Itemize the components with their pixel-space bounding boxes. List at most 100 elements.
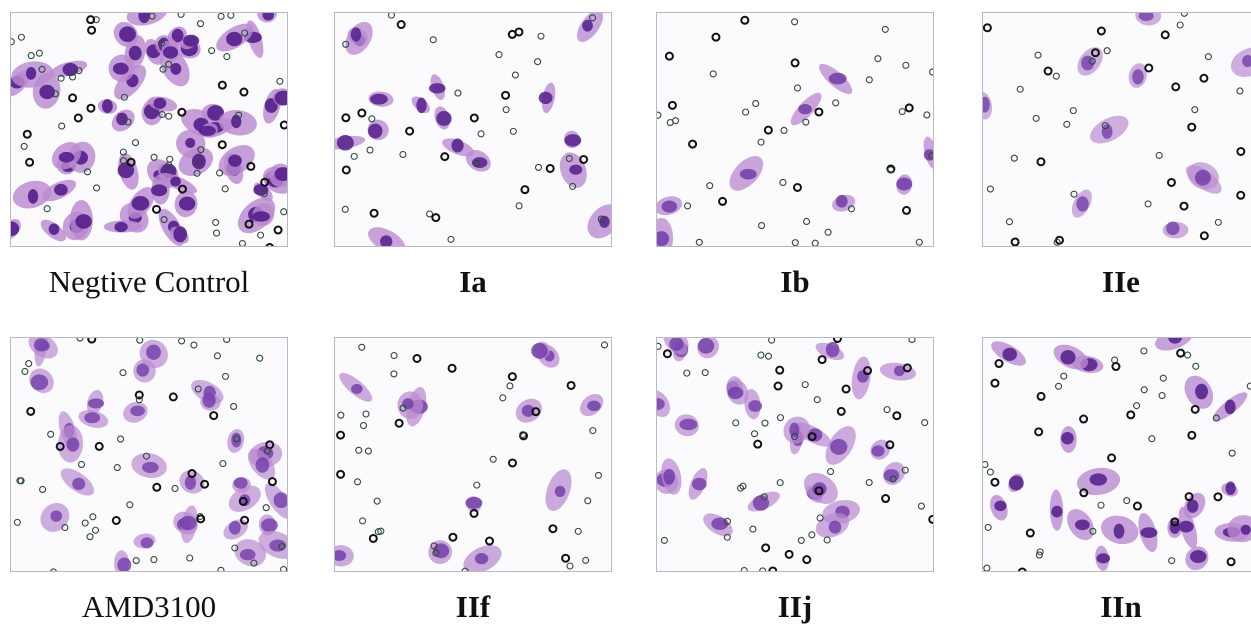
membrane-pore bbox=[262, 504, 270, 512]
cell-nucleus bbox=[1081, 55, 1095, 71]
membrane-pore bbox=[187, 469, 197, 479]
cell-nucleus bbox=[178, 196, 196, 211]
cell-nucleus bbox=[657, 398, 665, 411]
membrane-pore bbox=[1016, 85, 1024, 93]
micrograph bbox=[982, 12, 1251, 247]
membrane-pore bbox=[217, 140, 227, 150]
micrograph-drawing bbox=[335, 341, 609, 571]
membrane-pore bbox=[983, 23, 992, 33]
membrane-pore bbox=[921, 419, 929, 427]
cell-nucleus bbox=[72, 477, 86, 490]
membrane-pore bbox=[574, 527, 582, 535]
membrane-pore bbox=[1036, 157, 1046, 167]
cell-nucleus bbox=[183, 34, 200, 47]
membrane-pore bbox=[219, 460, 227, 468]
membrane-pore bbox=[195, 157, 203, 165]
membrane-pore bbox=[231, 544, 239, 552]
membrane-pore bbox=[1032, 114, 1040, 122]
cell-nucleus bbox=[368, 123, 383, 139]
membrane-pore bbox=[196, 514, 206, 524]
membrane-pore bbox=[758, 222, 766, 230]
membrane-pore bbox=[208, 47, 216, 55]
cell-nucleus bbox=[198, 125, 216, 136]
membrane-pore bbox=[43, 205, 51, 213]
membrane-pore bbox=[1036, 548, 1044, 556]
membrane-pore bbox=[265, 243, 274, 246]
membrane-pore bbox=[11, 38, 15, 46]
membrane-pore bbox=[186, 554, 194, 562]
cell-nucleus bbox=[233, 477, 248, 489]
membrane-pore bbox=[50, 568, 57, 571]
membrane-pore bbox=[657, 111, 662, 119]
membrane-pore bbox=[780, 126, 788, 134]
membrane-pore bbox=[664, 51, 674, 61]
membrane-pore bbox=[1036, 391, 1046, 401]
membrane-pore bbox=[495, 51, 503, 59]
membrane-pore bbox=[57, 74, 65, 82]
cell-nucleus bbox=[835, 194, 848, 208]
cell-nucleus bbox=[983, 96, 990, 113]
membrane-pore bbox=[250, 559, 258, 567]
membrane-pore bbox=[38, 65, 46, 73]
membrane-pore bbox=[20, 142, 28, 150]
membrane-pore bbox=[58, 122, 66, 130]
membrane-pore bbox=[473, 481, 481, 489]
membrane-pore bbox=[1140, 347, 1148, 355]
cell-nucleus bbox=[1189, 550, 1207, 564]
cell-nucleus bbox=[748, 400, 763, 412]
cell-nucleus bbox=[657, 231, 670, 246]
membrane-pore bbox=[390, 370, 398, 378]
membrane-pore bbox=[235, 111, 243, 119]
membrane-pore bbox=[171, 484, 179, 493]
membrane-pore bbox=[813, 396, 821, 404]
membrane-pore bbox=[706, 182, 714, 190]
cell-nucleus bbox=[153, 97, 167, 109]
membrane-pore bbox=[267, 477, 277, 487]
cell-nucleus bbox=[1194, 169, 1211, 186]
cell-nucleus bbox=[538, 91, 553, 105]
membrane-pore bbox=[190, 341, 198, 349]
cell-nucleus bbox=[184, 475, 197, 490]
cell-nucleus bbox=[1224, 399, 1236, 415]
membrane-pore bbox=[113, 464, 121, 472]
cell-nucleus bbox=[66, 437, 80, 452]
cell-nucleus bbox=[202, 392, 216, 408]
cell-nucleus bbox=[1166, 221, 1180, 236]
membrane-pore bbox=[358, 343, 366, 351]
membrane-pore bbox=[761, 543, 771, 553]
cell-nucleus bbox=[521, 404, 535, 417]
membrane-pore bbox=[749, 525, 757, 533]
membrane-pore bbox=[1246, 382, 1251, 390]
membrane-pore bbox=[791, 239, 799, 246]
membrane-pore bbox=[197, 146, 205, 154]
membrane-pore bbox=[1187, 122, 1197, 132]
panel-label: Negtive Control bbox=[48, 264, 250, 299]
panel: Negtive Control bbox=[10, 12, 288, 312]
membrane-pore bbox=[399, 150, 407, 159]
membrane-pore bbox=[887, 166, 895, 174]
cell-nucleus bbox=[170, 176, 181, 187]
membrane-pore bbox=[87, 25, 97, 35]
cell-nucleus bbox=[1195, 383, 1208, 400]
panel-label: Ib bbox=[780, 264, 810, 299]
membrane-pore bbox=[124, 118, 132, 126]
cell-nucleus bbox=[87, 398, 105, 409]
membrane-pore bbox=[223, 338, 231, 343]
membrane-pore bbox=[1228, 449, 1236, 457]
membrane-pore bbox=[561, 553, 571, 563]
membrane-pore bbox=[213, 229, 221, 237]
membrane-pore bbox=[904, 103, 914, 113]
membrane-pore bbox=[1097, 501, 1105, 509]
cell-nucleus bbox=[239, 548, 256, 561]
membrane-pore bbox=[165, 60, 173, 68]
membrane-pore bbox=[811, 239, 819, 246]
micrograph-drawing bbox=[13, 338, 287, 571]
membrane-pore bbox=[515, 202, 523, 210]
membrane-pore bbox=[364, 447, 372, 455]
membrane-pore bbox=[165, 112, 173, 120]
membrane-pore bbox=[666, 119, 674, 127]
membrane-pore bbox=[847, 205, 856, 213]
cell-nucleus bbox=[1140, 527, 1158, 538]
membrane-pore bbox=[280, 565, 287, 571]
